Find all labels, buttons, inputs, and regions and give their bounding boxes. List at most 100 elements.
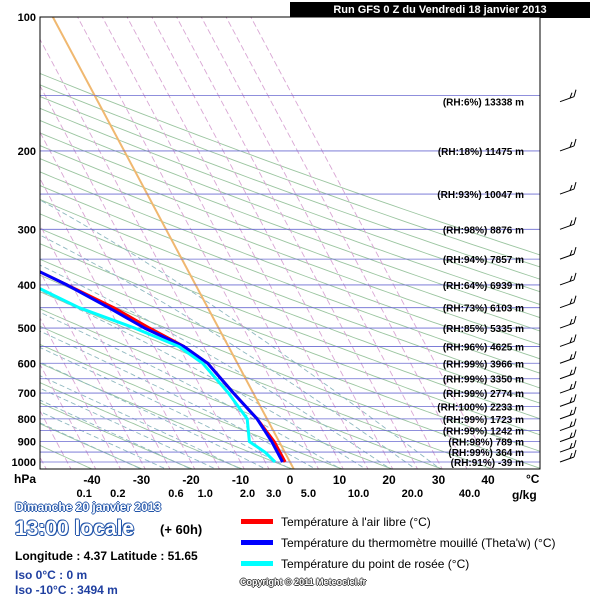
pressure-tick-label: 700 <box>18 388 36 400</box>
wind-barb-icon <box>559 418 577 432</box>
mixing-ratio-tick-label: 0.1 <box>77 488 92 500</box>
temperature-tick-label: -10 <box>232 473 250 487</box>
dry-adiabat <box>40 199 540 389</box>
wind-barb-icon <box>559 334 577 347</box>
level-height-label: (RH:73%) 6103 m <box>443 304 524 315</box>
wind-barb-icon <box>559 295 577 309</box>
isotherm <box>101 17 344 469</box>
isotherm <box>40 363 97 469</box>
level-height-label: (RH:98%) 789 m <box>448 438 524 449</box>
dry-adiabat <box>40 325 394 469</box>
wind-barb-icon <box>559 429 577 443</box>
dry-adiabat <box>40 258 540 452</box>
legend-label-dewpoint: Température du point de rosée (°C) <box>281 557 470 571</box>
dry-adiabat <box>40 213 540 404</box>
mixing-ratio-tick-label: 10.0 <box>348 488 369 500</box>
dry-adiabat <box>40 119 540 305</box>
wind-barb-icon <box>559 394 577 407</box>
pressure-tick-label: 800 <box>18 414 36 426</box>
dry-adiabat <box>40 145 540 332</box>
pressure-tick-label: 900 <box>18 437 36 449</box>
pressure-tick-label: 500 <box>18 323 36 335</box>
level-height-label: (RH:93%) 10047 m <box>437 190 524 201</box>
isotherm <box>0 17 23 471</box>
level-height-label: (RH:18%) 11475 m <box>438 147 524 158</box>
moist-adiabat <box>40 375 242 469</box>
dry-adiabat <box>40 107 540 293</box>
mixing-ratio-tick-label: 3.0 <box>266 488 281 500</box>
wind-barb-icon <box>559 449 577 463</box>
dry-adiabat <box>40 382 244 469</box>
mixing-ratio-tick-label: 1.0 <box>198 488 213 500</box>
level-height-label: (RH:99%) 2774 m <box>443 389 524 400</box>
isotherm <box>51 17 295 469</box>
legend-label-temperature: Température à l'air libre (°C) <box>281 515 431 529</box>
level-height-label: (RH:99%) 3350 m <box>443 375 524 386</box>
moist-adiabat <box>40 311 342 469</box>
level-height-label: (RH:91%) -39 m <box>451 458 524 469</box>
forecast-local-time: 13:00 locale <box>15 517 135 540</box>
celsius-unit-label: °C <box>526 472 540 486</box>
level-height-label: (RH:99%) 1723 m <box>443 415 524 426</box>
legend-swatch-wet-bulb <box>241 540 273 545</box>
location-coordinates: Longitude : 4.37 Latitude : 51.65 <box>15 549 198 563</box>
hpa-unit-label: hPa <box>14 472 37 486</box>
level-height-label: (RH:100%) 2233 m <box>437 402 524 413</box>
legend-label-wet-bulb: Température du thermomètre mouillé (Thet… <box>281 536 556 550</box>
level-height-label: (RH:99%) 364 m <box>448 448 524 459</box>
isotherm <box>77 17 319 469</box>
pressure-tick-label: 400 <box>18 280 36 292</box>
temperature-tick-label: 40 <box>481 473 495 487</box>
isotherm <box>225 17 468 469</box>
lead-time: (+ 60h) <box>160 522 203 537</box>
temperature-tick-label: -40 <box>83 473 101 487</box>
moist-adiabat <box>40 411 168 469</box>
copyright: Copyright © 2011 Meteociel.fr <box>240 577 367 587</box>
moist-adiabat <box>40 347 292 469</box>
moist-adiabat <box>40 399 192 469</box>
wind-barb-icon <box>559 89 577 103</box>
temperature-tick-label: -20 <box>182 473 200 487</box>
isotherm <box>250 17 493 469</box>
legend-swatch-dewpoint <box>241 561 273 566</box>
isotherm <box>200 17 443 469</box>
dry-adiabat <box>40 84 540 268</box>
plot-frame <box>39 16 541 470</box>
isotherm <box>40 270 146 469</box>
forecast-date: Dimanche 20 janvier 2013 <box>15 500 162 514</box>
moist-adiabat <box>40 387 217 469</box>
wind-barb-icon <box>559 406 577 420</box>
legend-swatch-temperature <box>241 519 273 524</box>
level-height-label: (RH:94%) 7857 m <box>443 255 524 266</box>
moist-adiabat <box>40 330 317 469</box>
temperature-tick-label: 30 <box>432 473 446 487</box>
dry-adiabat <box>40 362 294 469</box>
isotherm <box>151 17 394 469</box>
dry-adiabat <box>40 185 540 374</box>
mixing-ratio-tick-label: 2.0 <box>240 488 255 500</box>
wind-barb-icon <box>559 272 577 286</box>
pressure-tick-label: 100 <box>18 12 36 24</box>
mixing-ratio-tick-label: 20.0 <box>402 488 423 500</box>
dry-adiabat <box>40 158 540 346</box>
sounding-series-2 <box>40 270 284 463</box>
isotherm <box>126 17 369 469</box>
level-height-label: (RH:99%) 1242 m <box>443 427 524 438</box>
isotherm <box>40 224 171 469</box>
wind-barb-icon <box>559 181 577 195</box>
dry-adiabat <box>40 243 540 436</box>
level-height-label: (RH:64%) 6939 m <box>443 281 524 292</box>
wind-barb-icon <box>559 246 577 260</box>
dry-adiabat <box>40 402 194 469</box>
moist-adiabat <box>40 361 267 469</box>
pressure-tick-label: 600 <box>18 358 36 370</box>
level-height-label: (RH:96%) 4625 m <box>443 342 524 353</box>
temperature-tick-label: -30 <box>133 473 151 487</box>
isotherm <box>40 84 245 469</box>
isotherm <box>40 177 196 469</box>
mixing-ratio-tick-label: 40.0 <box>459 488 480 500</box>
iso-zero-height: Iso 0°C : 0 m <box>15 568 88 582</box>
dry-adiabat <box>40 308 444 469</box>
mixing-ratio-tick-label: 0.2 <box>110 488 125 500</box>
